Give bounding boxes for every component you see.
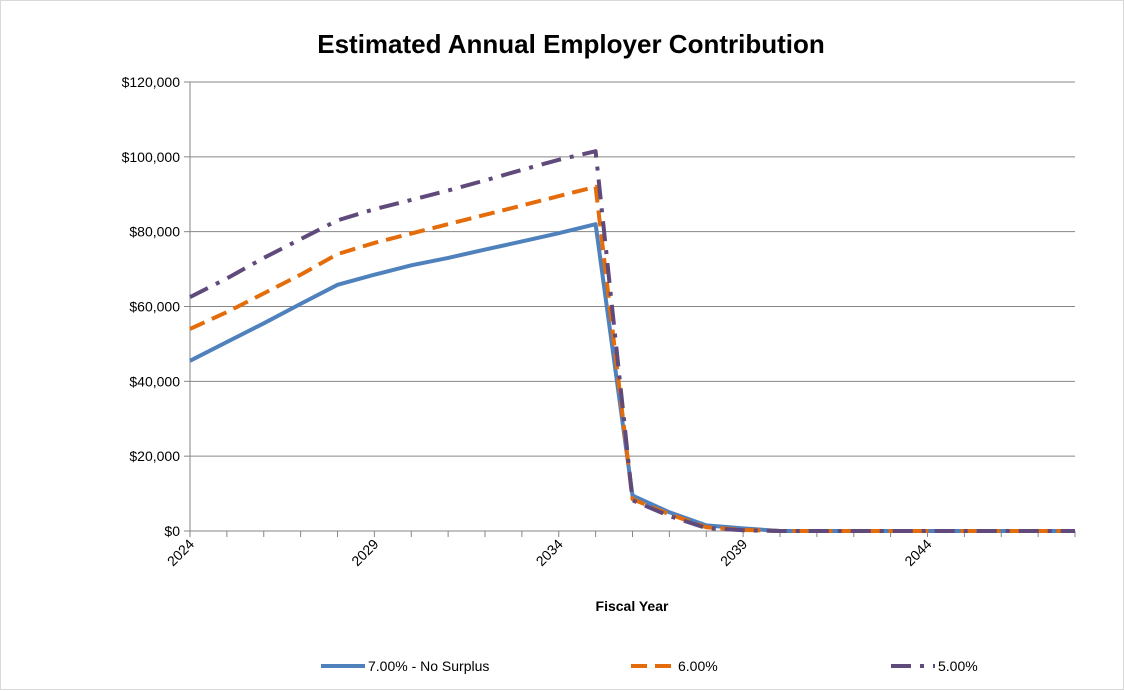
y-tick-label: $40,000 xyxy=(129,373,180,389)
legend-label: 6.00% xyxy=(678,658,718,674)
y-tick-label: $120,000 xyxy=(122,74,181,90)
y-tick-label: $100,000 xyxy=(122,149,181,165)
series-lines xyxy=(189,149,1075,533)
series-line xyxy=(189,149,1075,533)
x-axis-title: Fiscal Year xyxy=(596,598,669,614)
tick-labels: $0 $20,000 $40,000 $60,000 $80,000 $100,000 $1… xyxy=(122,74,935,569)
y-tick-label: $0 xyxy=(164,523,180,539)
series-line xyxy=(189,184,1075,533)
legend: 7.00% - No Surplus 6.00% 5.00% xyxy=(321,658,978,674)
x-tick-label: 2029 xyxy=(348,536,381,569)
y-tick-label: $80,000 xyxy=(129,224,180,240)
x-tick-label: 2024 xyxy=(164,536,197,569)
x-tick-label: 2044 xyxy=(901,536,934,569)
gridlines xyxy=(190,81,1075,457)
x-tick-label: 2039 xyxy=(717,536,750,569)
y-tick-label: $60,000 xyxy=(129,299,180,315)
y-tick-label: $20,000 xyxy=(129,448,180,464)
legend-label: 5.00% xyxy=(938,658,978,674)
x-tick-label: 2034 xyxy=(533,536,566,569)
chart-title: Estimated Annual Employer Contribution xyxy=(317,29,825,59)
legend-label: 7.00% - No Surplus xyxy=(368,658,489,674)
